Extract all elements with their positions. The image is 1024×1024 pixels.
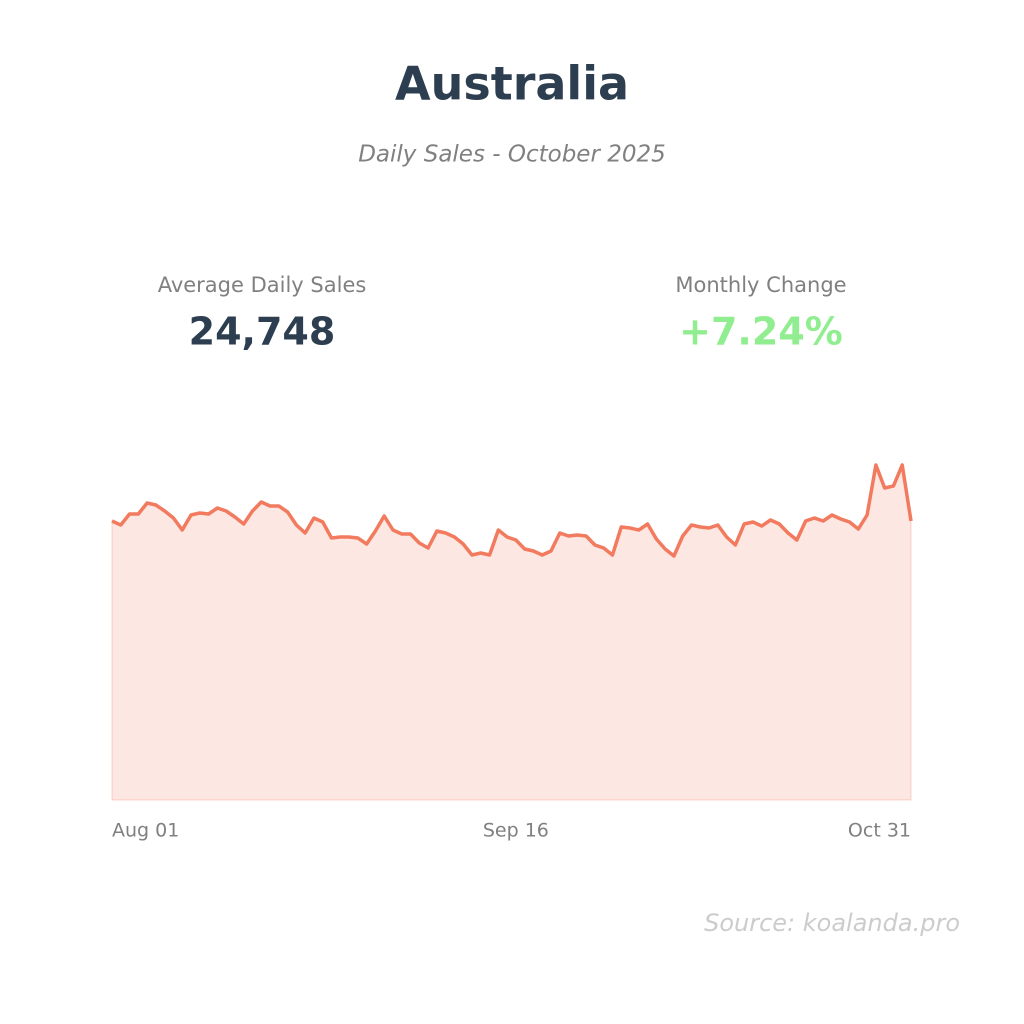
chart-title: Australia xyxy=(395,57,629,111)
stat-value: +7.24% xyxy=(679,310,843,354)
x-tick-label: Sep 16 xyxy=(483,820,549,842)
x-tick-label: Oct 31 xyxy=(848,820,911,842)
x-tick-label: Aug 01 xyxy=(112,820,179,842)
stat-value: 24,748 xyxy=(189,310,336,354)
chart-subtitle: Daily Sales - October 2025 xyxy=(358,142,666,168)
area-line xyxy=(111,463,913,558)
stat-label: Average Daily Sales xyxy=(158,273,367,297)
source: Source: koalanda.pro xyxy=(704,909,960,937)
stat-label: Monthly Change xyxy=(675,273,846,297)
